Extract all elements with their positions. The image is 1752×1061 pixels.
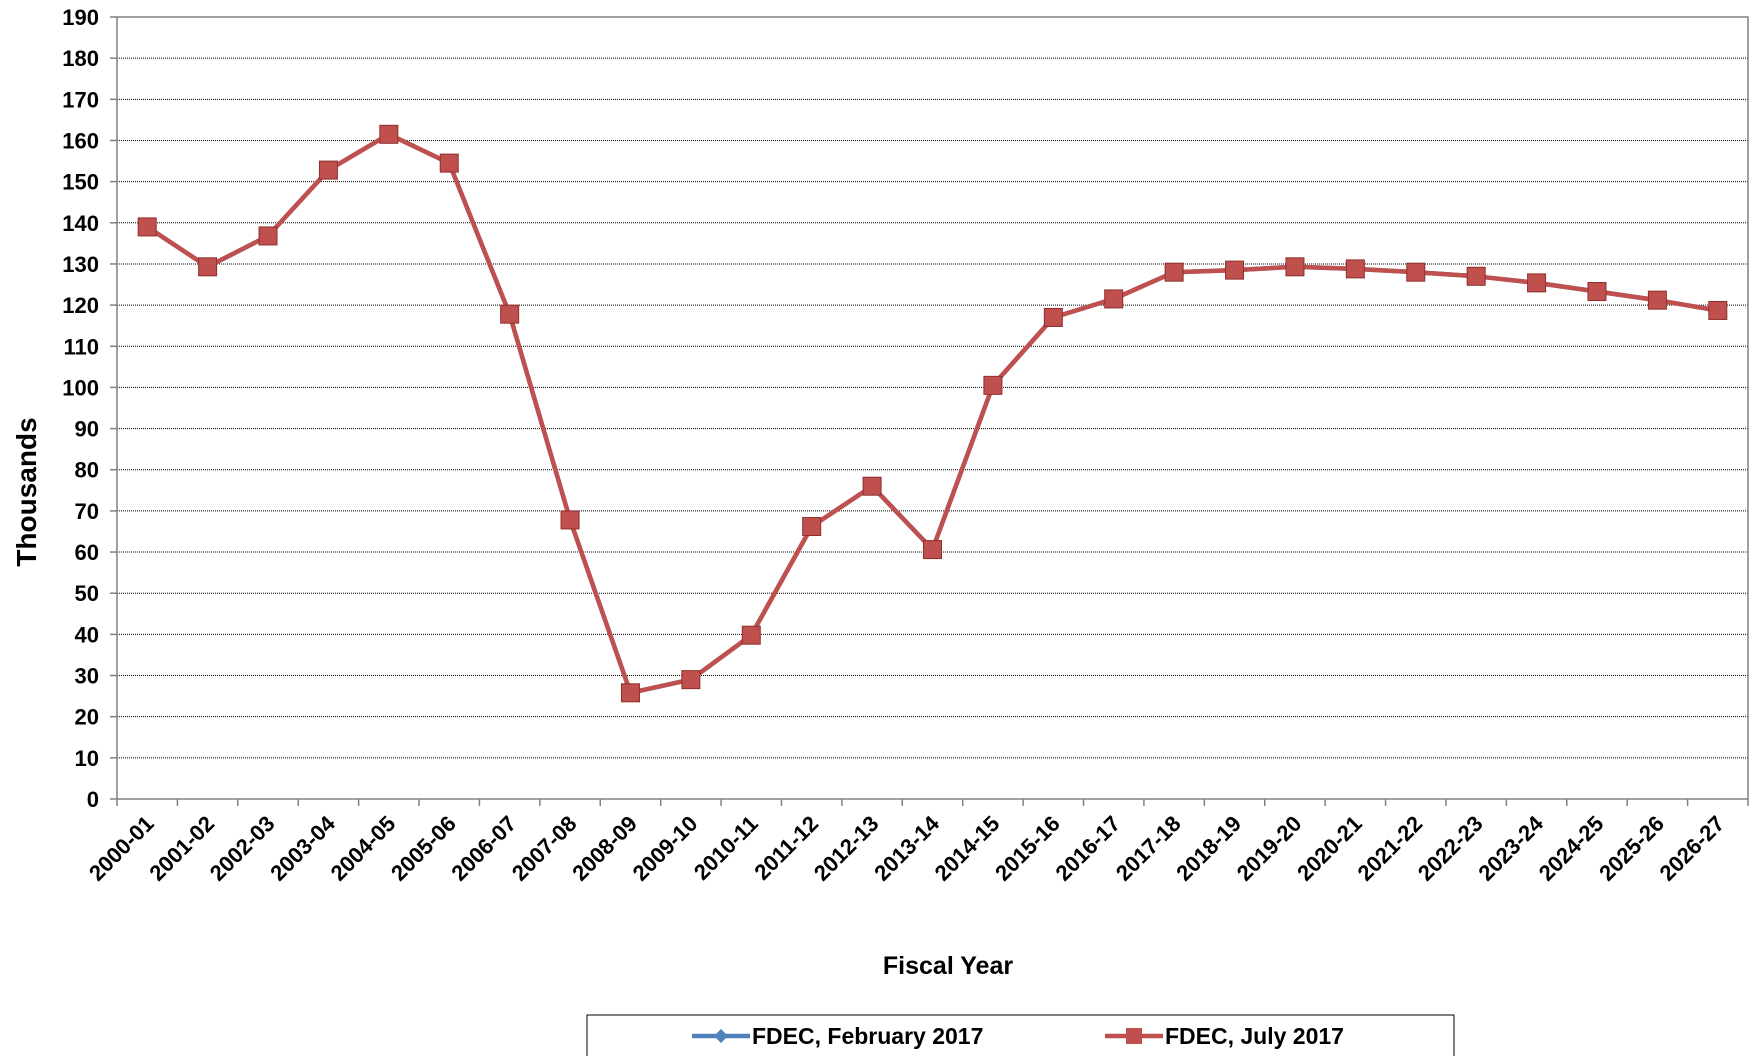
x-tick-label: 2023-24 bbox=[1473, 810, 1548, 885]
x-tick-label: 2005-06 bbox=[386, 811, 461, 886]
x-tick-label: 2001-02 bbox=[144, 811, 219, 886]
data-point bbox=[1466, 266, 1486, 286]
x-tick-labels: 2000-012001-022002-032003-042004-052005-… bbox=[84, 810, 1729, 885]
y-tick-label: 60 bbox=[75, 540, 99, 565]
x-tick-label: 2000-01 bbox=[84, 811, 159, 886]
series-line bbox=[145, 132, 1719, 696]
data-point bbox=[1708, 300, 1728, 320]
y-tick-label: 140 bbox=[62, 211, 99, 236]
x-tick-label: 2011-12 bbox=[749, 811, 823, 885]
y-tick-label: 150 bbox=[62, 170, 99, 195]
legend: FDEC, February 2017 FDEC, July 2017 bbox=[586, 1014, 1455, 1061]
data-point bbox=[137, 217, 157, 237]
data-point bbox=[439, 153, 459, 173]
y-tick-label: 160 bbox=[62, 128, 99, 153]
x-tick-label: 2021-22 bbox=[1353, 811, 1428, 886]
y-tick-label: 130 bbox=[62, 252, 99, 277]
y-tick-label: 180 bbox=[62, 46, 99, 71]
data-point bbox=[1104, 289, 1124, 309]
data-point bbox=[741, 625, 761, 645]
y-tick-label: 50 bbox=[75, 581, 99, 606]
data-point bbox=[1345, 259, 1365, 279]
x-tick-label: 2009-10 bbox=[628, 811, 703, 886]
data-point bbox=[983, 375, 1003, 395]
data-point bbox=[1647, 290, 1667, 310]
data-point bbox=[620, 683, 640, 703]
x-tick-label: 2018-19 bbox=[1171, 811, 1246, 886]
x-tick-label: 2012-13 bbox=[809, 811, 884, 886]
y-axis-label: Thousands bbox=[11, 417, 42, 566]
axes bbox=[116, 16, 1749, 806]
series-line bbox=[145, 132, 1719, 696]
x-tick-label: 2008-09 bbox=[567, 811, 642, 886]
x-tick-label: 2020-21 bbox=[1292, 811, 1367, 886]
y-tick-label: 10 bbox=[75, 746, 99, 771]
y-tick-label: 100 bbox=[62, 375, 99, 400]
legend-label: FDEC, July 2017 bbox=[1165, 1023, 1344, 1049]
y-tick-label: 120 bbox=[62, 293, 99, 318]
legend-item-1: FDEC, February 2017 bbox=[692, 1023, 983, 1049]
y-tick-label: 40 bbox=[75, 622, 99, 647]
y-tick-label: 70 bbox=[75, 499, 99, 524]
data-point bbox=[1164, 262, 1184, 282]
data-point bbox=[923, 540, 942, 560]
data-point bbox=[379, 124, 399, 144]
legend-item-2: FDEC, July 2017 bbox=[1105, 1023, 1344, 1049]
y-tick-label: 0 bbox=[87, 787, 99, 812]
x-tick-label: 2010-11 bbox=[689, 811, 763, 885]
series-1 bbox=[139, 126, 1726, 701]
data-point bbox=[1285, 257, 1305, 277]
data-point bbox=[1406, 262, 1426, 282]
data-point bbox=[1527, 273, 1547, 293]
data-point bbox=[1225, 260, 1245, 280]
series bbox=[137, 124, 1728, 703]
x-tick-label: 2004-05 bbox=[326, 811, 401, 886]
y-tick-label: 90 bbox=[75, 417, 99, 442]
x-tick-label: 2019-20 bbox=[1232, 811, 1307, 886]
y-tick-label: 20 bbox=[75, 705, 99, 730]
x-tick-label: 2016-17 bbox=[1050, 811, 1125, 886]
data-point bbox=[500, 304, 520, 324]
legend-label: FDEC, February 2017 bbox=[752, 1023, 983, 1049]
data-point bbox=[318, 160, 338, 180]
y-tick-label: 30 bbox=[75, 664, 99, 689]
data-point bbox=[802, 517, 822, 537]
gridlines bbox=[110, 16, 1748, 800]
x-tick-label: 2013-14 bbox=[869, 810, 944, 885]
y-tick-label: 110 bbox=[64, 334, 100, 359]
data-point bbox=[258, 226, 278, 246]
x-tick-label: 2022-23 bbox=[1413, 811, 1488, 886]
y-tick-label: 170 bbox=[62, 87, 99, 112]
x-tick-label: 2006-07 bbox=[446, 811, 521, 886]
legend-swatch-marker bbox=[1126, 1028, 1142, 1044]
data-point bbox=[198, 257, 218, 277]
x-tick-label: 2003-04 bbox=[265, 810, 340, 885]
legend-swatch-marker bbox=[714, 1029, 728, 1043]
y-tick-label: 190 bbox=[62, 5, 99, 30]
x-tick-label: 2015-16 bbox=[990, 811, 1065, 886]
x-tick-label: 2007-08 bbox=[507, 811, 582, 886]
data-point bbox=[862, 476, 882, 496]
x-tick-label: 2025-26 bbox=[1594, 811, 1669, 886]
data-point bbox=[1587, 282, 1607, 302]
series-2 bbox=[137, 124, 1728, 703]
x-tick-label: 2017-18 bbox=[1111, 811, 1186, 886]
x-tick-label: 2014-15 bbox=[930, 811, 1005, 886]
plot-area-border bbox=[116, 16, 1749, 800]
data-point bbox=[681, 670, 701, 690]
x-tick-label: 2026-27 bbox=[1655, 811, 1730, 886]
x-tick-label: 2024-25 bbox=[1534, 811, 1609, 886]
x-tick-label: 2002-03 bbox=[205, 811, 280, 886]
data-point bbox=[560, 510, 580, 530]
data-point bbox=[1043, 307, 1063, 327]
y-tick-label: 80 bbox=[75, 458, 99, 483]
y-tick-labels: 0 10 20 30 40 50 60 70 80 90 100 110 120 130 140 150 160… bbox=[62, 5, 99, 812]
x-axis-label: Fiscal Year bbox=[883, 952, 1013, 980]
